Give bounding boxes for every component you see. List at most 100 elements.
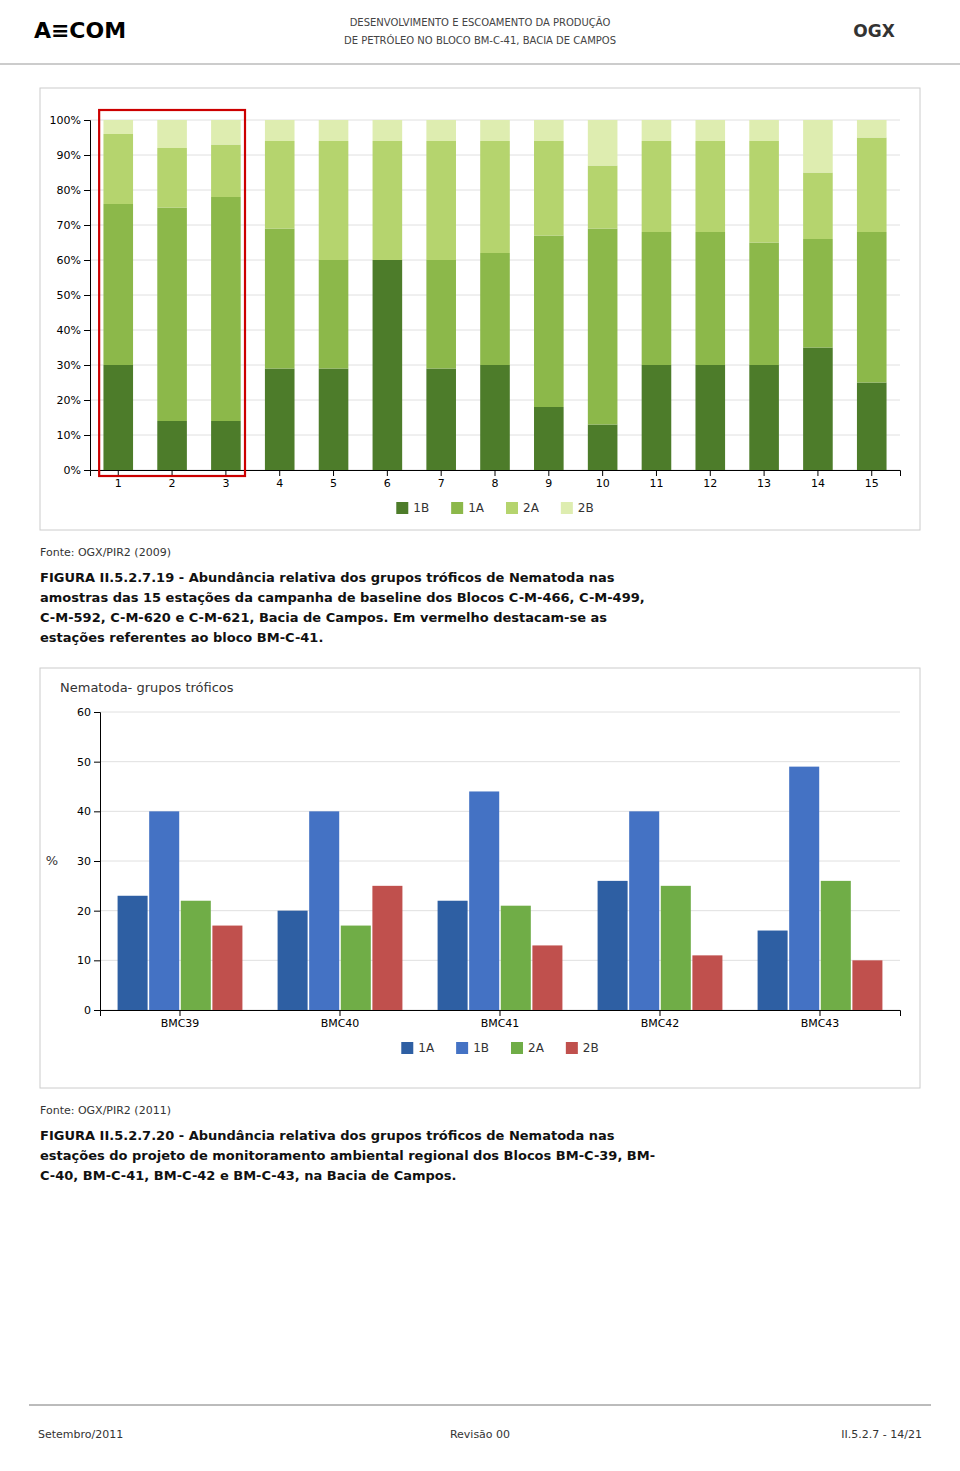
legend-swatch xyxy=(561,502,573,514)
y-tick-label: 0 xyxy=(84,1004,91,1017)
y-tick-label: 30 xyxy=(77,855,91,868)
y-tick: 40 xyxy=(77,805,100,818)
tick-mark xyxy=(84,435,90,436)
caption-line: FIGURA II.5.2.7.19 - Abundância relativa… xyxy=(40,570,615,585)
x-tick-label: 3 xyxy=(222,477,229,490)
legend-item: 2B xyxy=(566,1041,599,1055)
y-tick: 30% xyxy=(57,359,90,372)
y-tick: 90% xyxy=(57,149,90,162)
legend-label: 2A xyxy=(523,501,540,515)
tick-mark xyxy=(84,400,90,401)
y-axis: 0 10 20 30 40 50 60 xyxy=(77,706,101,1017)
bar-segment xyxy=(534,236,564,408)
tick-mark xyxy=(84,155,90,156)
tick-mark xyxy=(84,190,90,191)
highlight-box xyxy=(99,110,245,476)
tick-mark xyxy=(333,470,334,476)
bar xyxy=(341,926,371,1010)
bar xyxy=(598,881,628,1010)
tick-mark xyxy=(387,470,388,476)
x-tick-label: 7 xyxy=(438,477,445,490)
legend-label: 1A xyxy=(418,1041,435,1055)
y-tick-label: 40 xyxy=(77,805,91,818)
grid-line xyxy=(100,761,900,762)
bar-segment xyxy=(265,229,295,369)
y-tick-label: 60% xyxy=(57,254,81,267)
x-tick: 3 xyxy=(222,470,229,490)
y-tick-label: 10 xyxy=(77,954,91,967)
y-tick: 60% xyxy=(57,254,90,267)
x-tick: 12 xyxy=(703,470,717,490)
x-tick-label: BMC40 xyxy=(321,1017,360,1030)
x-tick: 2 xyxy=(169,470,176,490)
bar-segment xyxy=(103,204,133,365)
bar-segment xyxy=(695,365,725,470)
tick-mark xyxy=(871,470,872,476)
legend-item: 2A xyxy=(506,501,540,515)
chart-title: Nematoda- grupos tróficos xyxy=(60,680,234,695)
legend-label: 1A xyxy=(468,501,485,515)
bar-segment xyxy=(103,120,133,134)
tick-mark xyxy=(279,470,280,476)
bar-segment xyxy=(265,141,295,229)
bar-segment xyxy=(157,421,187,470)
y-tick: 60 xyxy=(77,706,100,719)
legend-swatch xyxy=(396,502,408,514)
y-tick-label: 50 xyxy=(77,756,91,769)
header-title: DE PETRÓLEO NO BLOCO BM-C-41, BACIA DE C… xyxy=(344,34,616,46)
y-tick-label: 10% xyxy=(57,429,81,442)
bar-segment xyxy=(642,232,672,365)
bar-segment xyxy=(642,365,672,470)
bar-segment xyxy=(857,383,887,471)
y-tick: 20 xyxy=(77,905,100,918)
logo-left: A≡COM xyxy=(34,18,126,43)
y-tick: 70% xyxy=(57,219,90,232)
x-tick-label: 9 xyxy=(545,477,552,490)
tick-mark xyxy=(84,365,90,366)
axis-line xyxy=(94,713,101,1011)
bar-segment xyxy=(749,141,779,243)
tick-mark xyxy=(817,470,818,476)
legend: 1B 1A 2A 2B xyxy=(396,501,593,515)
legend-item: 1A xyxy=(451,501,485,515)
bar-segment xyxy=(534,407,564,470)
legend-swatch xyxy=(506,502,518,514)
x-tick-label: BMC42 xyxy=(641,1017,680,1030)
x-tick-label: 1 xyxy=(115,477,122,490)
y-tick-label: 80% xyxy=(57,184,81,197)
legend-label: 2B xyxy=(578,501,594,515)
x-tick: BMC42 xyxy=(641,1010,680,1030)
bar xyxy=(758,931,788,1010)
bar-segment xyxy=(695,232,725,365)
legend-swatch xyxy=(566,1042,578,1054)
y-tick: 30 xyxy=(77,855,100,868)
x-tick-label: 4 xyxy=(276,477,283,490)
grid-line xyxy=(100,712,900,713)
bar-segment xyxy=(695,141,725,232)
x-tick: BMC40 xyxy=(321,1010,360,1030)
y-tick: 50% xyxy=(57,289,90,302)
bar-segment xyxy=(588,166,618,229)
x-axis: BMC39BMC40BMC41BMC42BMC43 xyxy=(101,1010,901,1030)
legend-swatch xyxy=(456,1042,468,1054)
tick-mark xyxy=(660,1010,661,1016)
legend-item: 1B xyxy=(396,501,429,515)
bar xyxy=(629,811,659,1010)
bar-segment xyxy=(803,348,833,471)
x-tick-label: 2 xyxy=(169,477,176,490)
tick-mark xyxy=(94,911,100,912)
x-tick: BMC39 xyxy=(161,1010,200,1030)
bar xyxy=(852,960,882,1010)
page: A≡COMDESENVOLVIMENTO E ESCOAMENTO DA PRO… xyxy=(0,0,960,1471)
bar-segment xyxy=(426,369,456,471)
marks xyxy=(118,767,883,1010)
x-tick: 8 xyxy=(492,470,499,490)
x-tick: BMC43 xyxy=(801,1010,840,1030)
bar xyxy=(789,767,819,1010)
bar-segment xyxy=(857,120,887,138)
footer-rule xyxy=(29,1405,931,1406)
grid-line xyxy=(100,811,900,812)
bar-segment xyxy=(480,253,510,365)
caption-line: FIGURA II.5.2.7.20 - Abundância relativa… xyxy=(40,1128,615,1143)
bar xyxy=(278,911,308,1010)
